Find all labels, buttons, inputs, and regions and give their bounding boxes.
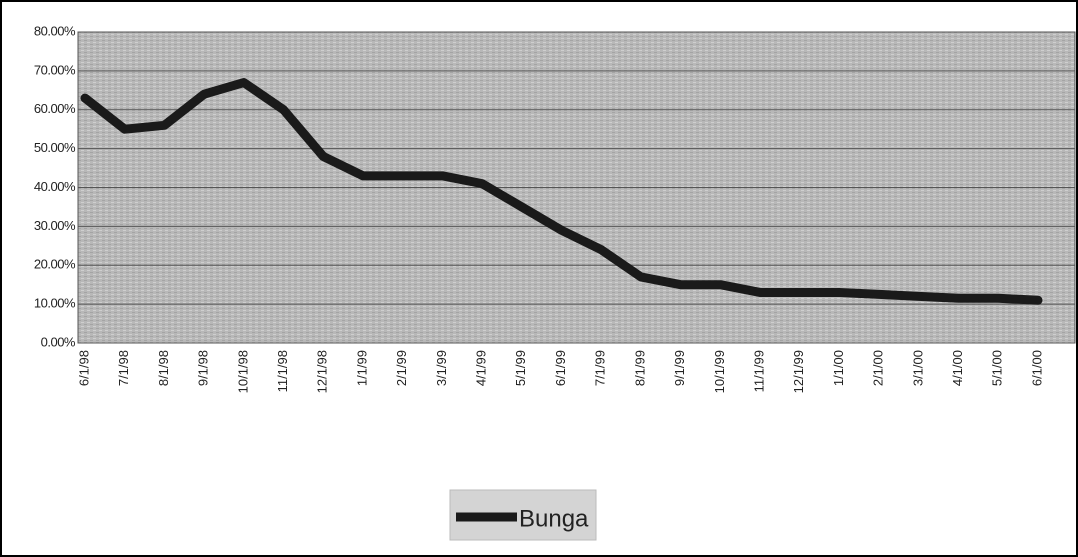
- x-tick-label: 5/1/99: [513, 350, 528, 386]
- x-tick-label: 1/1/00: [831, 350, 846, 386]
- legend: Bunga: [449, 489, 597, 541]
- x-tick-label: 6/1/00: [1029, 350, 1044, 386]
- x-tick-label: 6/1/98: [76, 350, 91, 386]
- x-tick-label: 8/1/99: [632, 350, 647, 386]
- y-tick-label: 30.00%: [34, 218, 76, 233]
- x-tick-label: 8/1/98: [156, 350, 171, 386]
- y-tick-label: 80.00%: [34, 23, 76, 38]
- x-tick-label: 9/1/99: [672, 350, 687, 386]
- x-tick-label: 2/1/00: [871, 350, 886, 386]
- x-tick-label: 6/1/99: [553, 350, 568, 386]
- legend-label: Bunga: [519, 505, 589, 532]
- x-tick-label: 2/1/99: [394, 350, 409, 386]
- x-tick-label: 1/1/99: [354, 350, 369, 386]
- x-tick-label: 7/1/99: [593, 350, 608, 386]
- x-tick-label: 4/1/00: [950, 350, 965, 386]
- y-tick-label: 20.00%: [34, 257, 76, 272]
- x-tick-label: 4/1/99: [474, 350, 489, 386]
- y-tick-label: 60.00%: [34, 101, 76, 116]
- x-tick-label: 12/1/98: [315, 350, 330, 393]
- y-tick-label: 50.00%: [34, 140, 76, 155]
- x-tick-label: 3/1/00: [910, 350, 925, 386]
- series-line: [80, 78, 1043, 305]
- x-tick-label: 10/1/99: [712, 350, 727, 393]
- y-tick-label: 10.00%: [34, 296, 76, 311]
- x-tick-label: 7/1/98: [116, 350, 131, 386]
- x-tick-label: 3/1/99: [434, 350, 449, 386]
- x-tick-label: 11/1/98: [275, 350, 290, 392]
- x-tick-label: 9/1/98: [196, 350, 211, 386]
- x-tick-label: 12/1/99: [791, 350, 806, 393]
- y-tick-label: 70.00%: [34, 62, 76, 77]
- y-tick-label: 40.00%: [34, 179, 76, 194]
- x-tick-label: 5/1/00: [990, 350, 1005, 386]
- x-tick-label: 11/1/99: [751, 350, 766, 392]
- x-tick-label: 10/1/98: [235, 350, 250, 393]
- y-tick-label: 0.00%: [41, 334, 76, 349]
